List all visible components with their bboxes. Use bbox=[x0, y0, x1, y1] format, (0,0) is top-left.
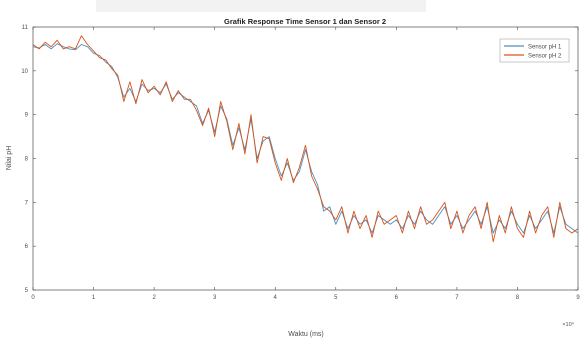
x-tick-label: 9 bbox=[576, 295, 580, 301]
y-tick-label: 7 bbox=[25, 200, 29, 206]
plot-frame bbox=[32, 26, 579, 291]
y-tick-label: 5 bbox=[25, 288, 29, 294]
y-tick-label: 11 bbox=[22, 25, 29, 31]
chart-title: Grafik Response Time Sensor 1 dan Sensor… bbox=[224, 17, 386, 26]
x-tick-label: 2 bbox=[152, 295, 156, 301]
x-tick-label: 0 bbox=[31, 295, 35, 301]
legend: Sensor pH 1 Sensor pH 2 bbox=[499, 38, 570, 63]
legend-box bbox=[499, 38, 570, 63]
x-axis-label: Waktu (ms) bbox=[288, 331, 324, 338]
plot-area: 0 1 2 3 4 5 6 7 8 9 5 6 7 8 9 10 11 bbox=[21, 25, 580, 301]
legend-label-sensor-1: Sensor pH 1 bbox=[528, 45, 562, 51]
top-bar bbox=[96, 0, 426, 12]
y-axis-label: Nilai pH bbox=[6, 146, 13, 171]
y-tick-label: 8 bbox=[25, 157, 29, 163]
y-tick-label: 9 bbox=[25, 113, 29, 119]
legend-label-sensor-2: Sensor pH 2 bbox=[528, 54, 562, 60]
series-line-sensor-1 bbox=[32, 43, 579, 234]
x-tick-label: 3 bbox=[213, 295, 217, 301]
y-tick-label: 6 bbox=[25, 244, 29, 250]
x-tick-label: 1 bbox=[92, 295, 96, 301]
x-tick-label: 7 bbox=[455, 295, 459, 301]
x-tick-label: 6 bbox=[395, 295, 399, 301]
y-tick-label: 10 bbox=[21, 69, 28, 75]
series-line-sensor-2 bbox=[32, 35, 579, 243]
x-axis-exponent: ×10⁴ bbox=[562, 321, 574, 328]
x-tick-label: 8 bbox=[516, 295, 520, 301]
x-tick-label: 4 bbox=[274, 295, 278, 301]
x-tick-label: 5 bbox=[334, 295, 338, 301]
